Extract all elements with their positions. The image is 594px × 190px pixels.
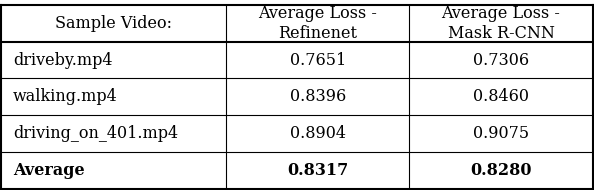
Text: driveby.mp4: driveby.mp4 bbox=[13, 52, 113, 69]
Text: Average Loss -
Refinenet: Average Loss - Refinenet bbox=[258, 5, 377, 42]
Text: driving_on_401.mp4: driving_on_401.mp4 bbox=[13, 125, 178, 142]
Text: 0.7651: 0.7651 bbox=[289, 52, 346, 69]
Text: 0.8396: 0.8396 bbox=[289, 88, 346, 105]
Text: 0.8317: 0.8317 bbox=[287, 162, 348, 179]
Text: Sample Video:: Sample Video: bbox=[55, 15, 172, 32]
Text: 0.7306: 0.7306 bbox=[473, 52, 529, 69]
Text: Average Loss -
Mask R-CNN: Average Loss - Mask R-CNN bbox=[441, 5, 560, 42]
Text: Average: Average bbox=[13, 162, 85, 179]
Text: 0.8460: 0.8460 bbox=[473, 88, 529, 105]
Text: walking.mp4: walking.mp4 bbox=[13, 88, 118, 105]
Text: 0.8280: 0.8280 bbox=[470, 162, 532, 179]
Text: 0.8904: 0.8904 bbox=[290, 125, 346, 142]
Text: 0.9075: 0.9075 bbox=[473, 125, 529, 142]
